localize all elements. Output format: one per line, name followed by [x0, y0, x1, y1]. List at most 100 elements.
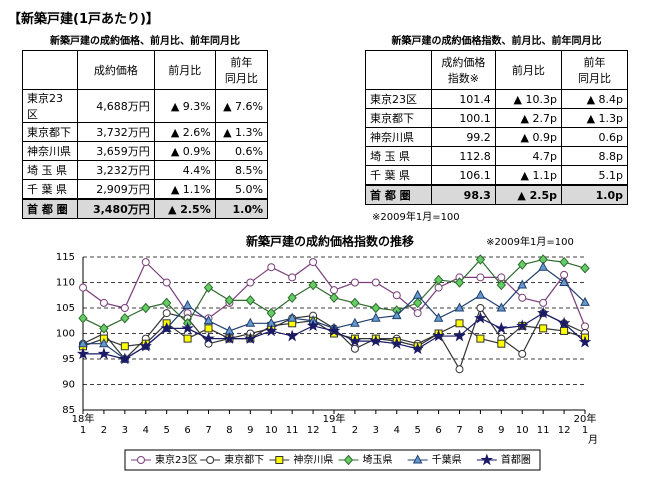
x-tick-label: 11 — [537, 425, 550, 436]
x-tick-label: 12 — [558, 425, 571, 436]
data-point — [78, 338, 88, 348]
data-point — [433, 312, 444, 322]
year-label: 19年 — [323, 412, 346, 425]
x-tick-label: 4 — [394, 425, 400, 436]
data-point — [518, 293, 527, 302]
data-point — [538, 261, 549, 271]
x-tick-label: 10 — [265, 425, 278, 436]
data-point — [371, 278, 380, 287]
data-point — [118, 352, 132, 365]
x-tick-label: 5 — [163, 425, 169, 436]
x-tick-label: 12 — [307, 425, 320, 436]
table-cell: ▲ 8.4p — [560, 89, 629, 109]
data-point — [285, 329, 299, 342]
data-point — [181, 321, 194, 334]
legend-label: 千葉県 — [432, 453, 462, 466]
data-point — [350, 344, 359, 353]
data-point — [496, 302, 507, 312]
table-cell: 3,659万円 — [77, 141, 155, 161]
table-cell: 1.0p — [560, 184, 629, 205]
data-point — [97, 347, 111, 360]
year-label: 18年 — [72, 412, 95, 425]
table-cell: 前月比 — [494, 50, 562, 90]
data-point — [309, 258, 318, 267]
data-point — [120, 342, 129, 351]
table-row: 首 都 圏 98.3 ▲ 2.5p 1.0p — [365, 184, 629, 205]
table-row: 千 葉 県 2,909万円 ▲ 1.1% 5.0% — [21, 179, 269, 200]
y-tick-label: 100 — [56, 329, 75, 340]
x-tick-label: 2 — [352, 425, 358, 436]
page-title: 【新築戸建(1戸あたり)】 — [8, 12, 159, 27]
data-point — [99, 298, 108, 307]
chart-title: 新築戸建の成約価格指数の推移 — [246, 234, 414, 249]
data-point — [559, 276, 569, 286]
data-point — [350, 278, 359, 287]
data-point — [433, 274, 444, 286]
data-point — [265, 324, 278, 337]
data-point — [371, 302, 381, 314]
table-cell: 前年 同月比 — [560, 50, 629, 90]
data-point — [536, 306, 550, 319]
data-point — [161, 297, 172, 309]
header-row: 成約価格 指数※ 前月比 前年 同月比 — [365, 50, 629, 90]
legend-label: 神奈川県 — [293, 453, 333, 466]
data-point — [412, 289, 423, 299]
legend-marker — [343, 454, 354, 466]
data-point — [224, 295, 235, 306]
data-point — [559, 256, 569, 268]
data-point — [474, 311, 487, 324]
data-point — [432, 329, 445, 342]
table-cell: ▲ 1.3p — [560, 108, 629, 128]
x-tick-label: 5 — [414, 425, 420, 436]
price-table: 成約価格 前月比 前年 同月比 東京23区 4,688万円 ▲ 9.3% ▲ 7.6% 東京都… — [21, 50, 269, 219]
table-row: 埼 玉 県 112.8 4.7p 8.8p — [365, 146, 629, 166]
table-cell: ▲ 2.5p — [494, 184, 562, 205]
data-point — [245, 295, 256, 306]
data-point — [160, 321, 173, 334]
data-point — [581, 322, 589, 331]
x-tick-label: 1 — [331, 425, 337, 436]
data-point — [350, 317, 360, 327]
data-point — [560, 326, 569, 335]
y-tick-label: 90 — [62, 380, 75, 391]
data-point — [476, 304, 485, 312]
table-cell: 神奈川県 — [365, 127, 432, 147]
data-point — [120, 312, 130, 324]
table-cell: 前年 同月比 — [214, 50, 269, 90]
index-table: 成約価格 指数※ 前月比 前年 同月比 東京23区 101.4 ▲ 10.3p ▲ 8.4p… — [365, 50, 629, 205]
data-point — [308, 279, 318, 291]
table-cell: ▲ 1.1p — [494, 165, 562, 186]
table-row: 神奈川県 3,659万円 ▲ 0.9% 0.6% — [21, 141, 269, 161]
data-point — [141, 302, 151, 314]
table-cell: 5.0% — [214, 179, 269, 200]
x-tick-label: 6 — [435, 425, 441, 436]
table-cell: 成約価格 — [77, 50, 155, 90]
table-cell: ▲ 9.3% — [153, 89, 216, 123]
table-cell: 98.3 — [430, 184, 496, 205]
data-point — [244, 332, 257, 344]
legend-marker — [480, 453, 494, 466]
data-point — [245, 317, 256, 327]
x-unit: 月 — [588, 434, 598, 446]
legend-label: 東京都下 — [224, 453, 264, 466]
x-tick-label: 7 — [456, 425, 462, 436]
data-point — [288, 273, 297, 282]
table-cell: 埼 玉 県 — [365, 146, 432, 166]
x-tick-label: 3 — [122, 425, 128, 436]
table-cell: 1.0% — [214, 198, 269, 219]
data-point — [141, 258, 150, 267]
data-point — [390, 337, 403, 349]
data-point — [246, 278, 255, 287]
table-cell: 5.1p — [560, 165, 629, 186]
year-label: 20年 — [574, 412, 597, 425]
data-point — [497, 339, 506, 348]
data-point — [517, 279, 528, 289]
data-point — [348, 334, 362, 347]
x-tick-label: 8 — [477, 425, 483, 436]
header-row: 成約価格 前月比 前年 同月比 — [21, 50, 269, 90]
data-point — [162, 278, 171, 287]
table-cell: 首 都 圏 — [365, 184, 432, 205]
table-title: 新築戸建の成約価格、前月比、前年同月比 — [50, 36, 240, 47]
data-point — [203, 282, 214, 293]
data-point — [267, 263, 276, 272]
